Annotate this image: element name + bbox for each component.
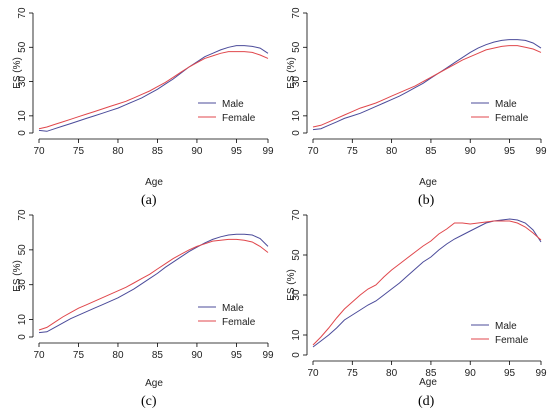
y-tick-label: 0 xyxy=(17,130,28,136)
panel-label: (b) xyxy=(418,193,435,208)
y-tick-label: 70 xyxy=(291,209,302,221)
y-tick-label: 10 xyxy=(291,329,302,341)
x-axis-title: Age xyxy=(145,177,163,188)
y-tick-label: 10 xyxy=(17,110,28,122)
chart-panel: 70 75 80 85 90 95 99 0 10 30 50 70 Age ES (%) Male Fema… xyxy=(286,7,547,208)
series-line-male xyxy=(38,233,269,334)
y-tick-label: 30 xyxy=(17,76,28,88)
x-tick-label: 75 xyxy=(73,146,85,157)
x-tick-label: 85 xyxy=(425,368,437,379)
x-tick-label: 95 xyxy=(231,350,243,361)
y-axis-title: ES (%) xyxy=(286,269,297,301)
y-axis-title: ES (%) xyxy=(12,260,23,292)
x-tick-label: 95 xyxy=(504,146,516,157)
series-line-female xyxy=(38,51,269,130)
series-line-female xyxy=(38,238,269,331)
chart-panel: 70 75 80 85 90 95 99 0 10 30 50 70 Age ES (%) Male Fema… xyxy=(12,209,274,409)
legend-label-female: Female xyxy=(495,335,529,346)
x-tick-label: 99 xyxy=(262,146,274,157)
y-tick-label: 70 xyxy=(17,209,28,221)
y-tick-label: 30 xyxy=(17,279,28,291)
series-line-female xyxy=(312,220,542,346)
legend-label-female: Female xyxy=(222,317,256,328)
x-axis-title: Age xyxy=(419,177,437,188)
x-tick-label: 70 xyxy=(307,368,319,379)
x-tick-label: 70 xyxy=(307,146,319,157)
y-tick-label: 50 xyxy=(291,249,302,261)
y-tick-label: 0 xyxy=(291,130,302,136)
x-tick-label: 85 xyxy=(425,146,437,157)
series-line-male xyxy=(312,39,542,131)
x-tick-label: 90 xyxy=(191,350,203,361)
legend-label-male: Male xyxy=(495,99,517,110)
x-tick-label: 85 xyxy=(152,350,164,361)
panel-label: (c) xyxy=(141,394,157,409)
y-tick-label: 70 xyxy=(17,7,28,19)
x-tick-label: 95 xyxy=(504,368,516,379)
legend: Male Female xyxy=(198,99,256,124)
series-line-male xyxy=(312,218,542,348)
legend: Male Female xyxy=(471,99,529,124)
y-tick-label: 30 xyxy=(291,289,302,301)
legend: Male Female xyxy=(471,321,529,346)
x-tick-label: 90 xyxy=(191,146,203,157)
legend-label-male: Male xyxy=(495,321,517,332)
x-tick-label: 95 xyxy=(231,146,243,157)
y-tick-label: 0 xyxy=(17,334,28,340)
y-axis-title: ES (%) xyxy=(12,57,23,89)
legend-label-male: Male xyxy=(222,303,244,314)
x-tick-label: 75 xyxy=(347,146,359,157)
x-axis-title: Age xyxy=(419,377,437,388)
legend-label-female: Female xyxy=(495,113,529,124)
x-tick-label: 99 xyxy=(535,368,547,379)
chart-panel: 70 75 80 85 90 95 99 0 10 30 50 70 Age ES (%) Male Fema… xyxy=(12,7,274,208)
y-axis-title: ES (%) xyxy=(286,57,297,89)
panel-label: (d) xyxy=(418,394,435,409)
y-tick-label: 50 xyxy=(17,41,28,53)
y-tick-label: 30 xyxy=(291,76,302,88)
x-tick-label: 99 xyxy=(262,350,274,361)
y-tick-label: 70 xyxy=(291,7,302,19)
chart-panel: 70 75 80 85 90 95 99 0 10 30 50 70 Age ES (%) Male Fema… xyxy=(286,209,547,409)
x-tick-label: 80 xyxy=(386,146,398,157)
legend-label-female: Female xyxy=(222,113,256,124)
x-tick-label: 99 xyxy=(535,146,547,157)
series-line-female xyxy=(312,45,542,128)
legend: Male Female xyxy=(198,303,256,328)
series-line-male xyxy=(38,45,269,132)
x-tick-label: 70 xyxy=(33,350,45,361)
x-tick-label: 90 xyxy=(465,146,477,157)
x-tick-label: 75 xyxy=(347,368,359,379)
x-tick-label: 80 xyxy=(112,350,124,361)
y-tick-label: 10 xyxy=(291,110,302,122)
x-tick-label: 70 xyxy=(33,146,45,157)
y-tick-label: 10 xyxy=(17,314,28,326)
x-tick-label: 90 xyxy=(465,368,477,379)
x-axis-title: Age xyxy=(145,378,163,389)
x-tick-label: 80 xyxy=(112,146,124,157)
x-tick-label: 85 xyxy=(152,146,164,157)
y-tick-label: 0 xyxy=(291,352,302,358)
x-tick-label: 80 xyxy=(386,368,398,379)
panel-label: (a) xyxy=(141,193,157,208)
y-tick-label: 50 xyxy=(17,244,28,256)
y-tick-label: 50 xyxy=(291,41,302,53)
legend-label-male: Male xyxy=(222,99,244,110)
x-tick-label: 75 xyxy=(73,350,85,361)
